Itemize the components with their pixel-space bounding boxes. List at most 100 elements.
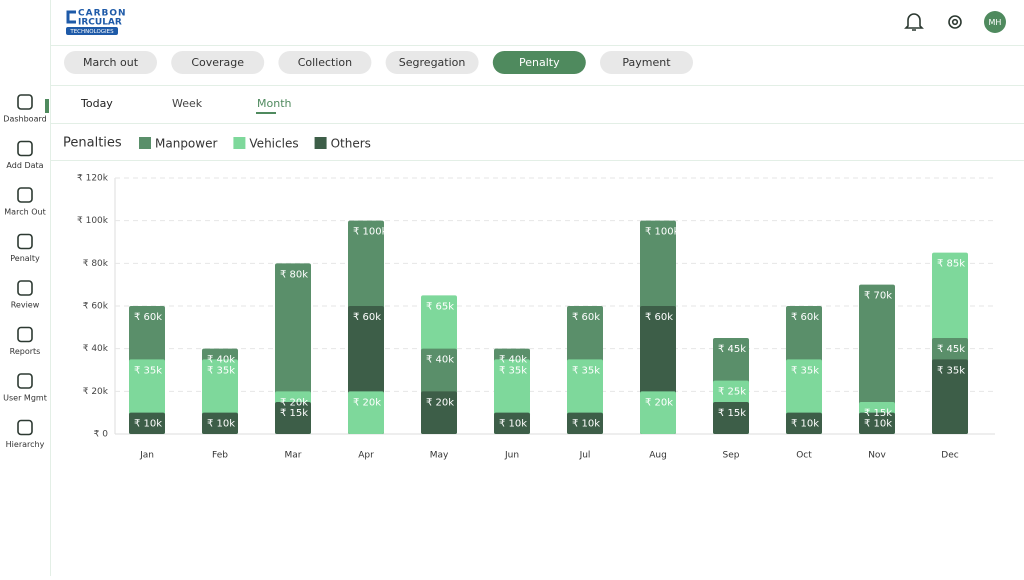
period-tab[interactable]: Week — [172, 97, 203, 110]
bar-value-label: ₹ 10k — [499, 419, 527, 430]
bar — [859, 412, 895, 434]
bar-value-label: ₹ 60k — [791, 312, 819, 323]
bar-value-label: ₹ 35k — [499, 365, 527, 376]
chart: Penalties Manpower Vehicles Others₹ 0₹ 20k₹… — [63, 136, 995, 461]
period-tab[interactable]: Month — [257, 97, 292, 110]
bar-value-label: ₹ 15k — [280, 408, 308, 419]
nav-label[interactable]: Reports — [10, 347, 41, 356]
logo-text: CARBON — [78, 9, 127, 19]
legend-swatch[interactable] — [314, 137, 327, 149]
tab-label[interactable]: Penalty — [519, 56, 560, 69]
bar-value-label: ₹ 45k — [937, 344, 965, 355]
x-tick-label: Nov — [868, 451, 886, 461]
bar-value-label: ₹ 40k — [426, 355, 454, 366]
nav-label[interactable]: Add Data — [6, 161, 43, 170]
bar — [348, 391, 384, 434]
bar-value-label: ₹ 100k — [645, 227, 680, 238]
nav-label[interactable]: Penalty — [10, 254, 40, 263]
nav-icon[interactable] — [17, 373, 33, 389]
nav-label[interactable]: March Out — [4, 208, 45, 217]
bar-value-label: ₹ 25k — [718, 387, 746, 398]
logo-text: IRCULAR — [78, 18, 122, 28]
nav-icon[interactable] — [17, 233, 33, 250]
nav-label[interactable]: Dashboard — [3, 115, 46, 124]
bar — [932, 359, 968, 434]
bar-value-label: ₹ 10k — [207, 419, 235, 430]
period-underline — [256, 112, 276, 114]
avatar[interactable] — [984, 11, 1006, 33]
nav-label[interactable]: Hierarchy — [6, 440, 45, 449]
y-tick-label: ₹ 40k — [83, 344, 109, 354]
x-tick-label: Dec — [941, 451, 958, 461]
logo-mark — [66, 10, 76, 24]
y-tick-label: ₹ 80k — [83, 259, 109, 269]
bar — [640, 391, 676, 434]
tab[interactable] — [64, 51, 157, 74]
x-tick-label: Jul — [579, 451, 591, 461]
nav-icon[interactable] — [17, 280, 33, 296]
x-tick-label: Oct — [796, 451, 812, 461]
bar — [275, 402, 311, 434]
tab-label[interactable]: Payment — [622, 56, 671, 69]
bar-value-label: ₹ 60k — [134, 312, 162, 323]
bar-value-label: ₹ 40k — [499, 355, 527, 366]
nav-icon[interactable] — [17, 140, 33, 157]
bar-value-label: ₹ 10k — [791, 419, 819, 430]
y-tick-label: ₹ 100k — [77, 216, 109, 226]
legend-swatch[interactable] — [139, 137, 151, 149]
tab[interactable] — [385, 51, 479, 74]
bell-icon[interactable] — [904, 13, 924, 31]
tabs: March out Coverage Collection Segregation Pe… — [64, 51, 693, 114]
settings-icon-center — [951, 18, 959, 26]
x-tick-label: Mar — [285, 451, 302, 461]
bar-value-label: ₹ 20k — [426, 397, 454, 408]
x-tick-label: May — [430, 451, 449, 461]
bar-value-label: ₹ 20k — [353, 397, 381, 408]
bar-value-label: ₹ 65k — [426, 301, 454, 312]
nav-label[interactable]: User Mgmt — [3, 394, 47, 403]
chart-title: Penalties — [63, 136, 122, 151]
nav-icon[interactable] — [17, 326, 33, 343]
legend-swatch[interactable] — [233, 137, 246, 149]
bar-value-label: ₹ 10k — [572, 419, 600, 430]
bar-value-label: ₹ 40k — [207, 355, 235, 366]
bar-value-label: ₹ 15k — [864, 408, 892, 419]
bar-value-label: ₹ 100k — [353, 227, 388, 238]
bar-value-label: ₹ 20k — [280, 397, 308, 408]
bar-value-label: ₹ 60k — [572, 312, 600, 323]
settings-icon[interactable] — [948, 15, 962, 29]
bar — [202, 412, 238, 434]
nav-indicator — [45, 99, 49, 113]
tab[interactable] — [171, 51, 265, 74]
bar-value-label: ₹ 35k — [937, 365, 965, 376]
sidebar: Dashboard Add Data March Out Penalty Review R… — [3, 94, 49, 449]
nav-icon[interactable] — [17, 187, 33, 203]
bar — [567, 412, 603, 434]
tab[interactable] — [600, 51, 693, 74]
nav-label[interactable]: Review — [11, 301, 40, 310]
bar-value-label: ₹ 35k — [207, 365, 235, 376]
tab-label[interactable]: March out — [83, 56, 139, 69]
y-tick-label: ₹ 0 — [94, 430, 109, 440]
legend-label[interactable]: Manpower — [155, 137, 217, 151]
bar — [786, 412, 822, 434]
bar — [129, 412, 165, 434]
x-tick-label: Feb — [212, 451, 228, 461]
nav-icon[interactable] — [17, 419, 33, 436]
tab-label[interactable]: Coverage — [191, 56, 244, 69]
bar-value-label: ₹ 15k — [718, 408, 746, 419]
period-tab[interactable]: Today — [80, 97, 113, 110]
bar — [421, 391, 457, 434]
bar-value-label: ₹ 60k — [353, 312, 381, 323]
nav-icon[interactable] — [17, 94, 33, 110]
tab-label[interactable]: Collection — [298, 56, 352, 69]
tab[interactable] — [492, 51, 586, 74]
bar-value-label: ₹ 10k — [134, 419, 162, 430]
tab[interactable] — [278, 51, 372, 74]
legend-label[interactable]: Others — [331, 137, 371, 151]
bar-value-label: ₹ 60k — [645, 312, 673, 323]
tab-label[interactable]: Segregation — [399, 56, 466, 69]
bar-value-label: ₹ 85k — [937, 259, 965, 270]
legend-label[interactable]: Vehicles — [249, 137, 298, 151]
bar-value-label: ₹ 20k — [645, 397, 673, 408]
